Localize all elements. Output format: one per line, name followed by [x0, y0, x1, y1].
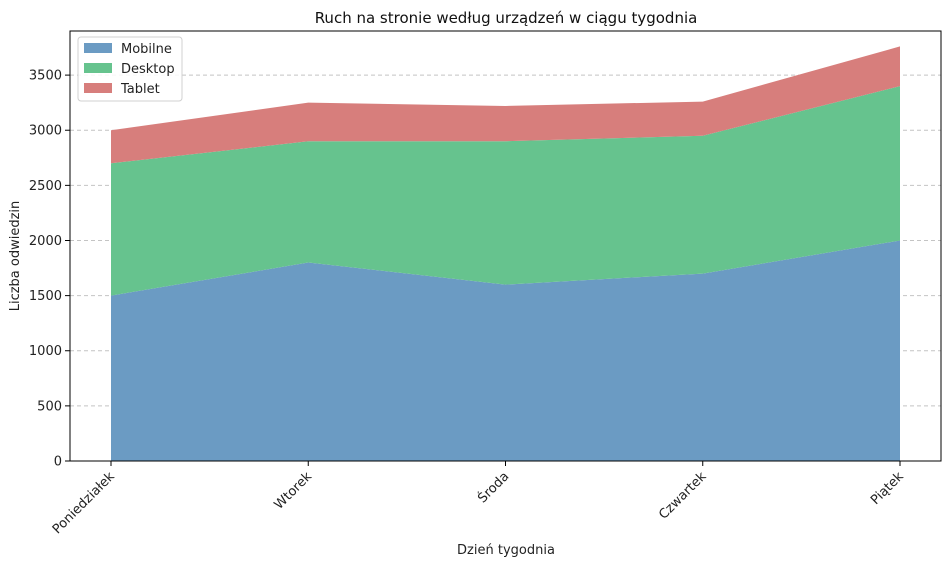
area-desktop — [111, 86, 900, 296]
x-axis-title: Dzień tygodnia — [457, 543, 555, 558]
y-axis-title: Liczba odwiedzin — [8, 201, 23, 312]
legend-swatch-tablet — [84, 83, 112, 93]
y-tick-label: 2500 — [29, 179, 62, 194]
x-tick-label: Wtorek — [272, 469, 316, 513]
y-tick-label: 1000 — [29, 344, 62, 359]
y-tick-label: 500 — [37, 399, 62, 414]
x-tick-label: Czwartek — [656, 469, 710, 523]
legend-swatch-desktop — [84, 63, 112, 73]
legend-swatch-mobilne — [84, 43, 112, 53]
area-series — [111, 46, 900, 461]
x-tick-label: Środa — [475, 469, 513, 507]
legend-label-tablet: Tablet — [120, 82, 160, 97]
y-tick-label: 2000 — [29, 234, 62, 249]
area-tablet — [111, 46, 900, 164]
x-tick-label: Poniedziałek — [50, 469, 118, 537]
y-tick-label: 3000 — [29, 124, 62, 139]
y-tick-label: 0 — [54, 455, 62, 470]
x-tick-label: Piątek — [868, 469, 907, 508]
legend-label-desktop: Desktop — [121, 62, 175, 77]
legend-label-mobilne: Mobilne — [121, 42, 172, 57]
y-tick-label: 1500 — [29, 289, 62, 304]
chart-title: Ruch na stronie według urządzeń w ciągu … — [315, 9, 698, 27]
y-tick-label: 3500 — [29, 69, 62, 84]
legend: Mobilne Desktop Tablet — [77, 36, 183, 102]
area-mobilne — [111, 240, 900, 461]
